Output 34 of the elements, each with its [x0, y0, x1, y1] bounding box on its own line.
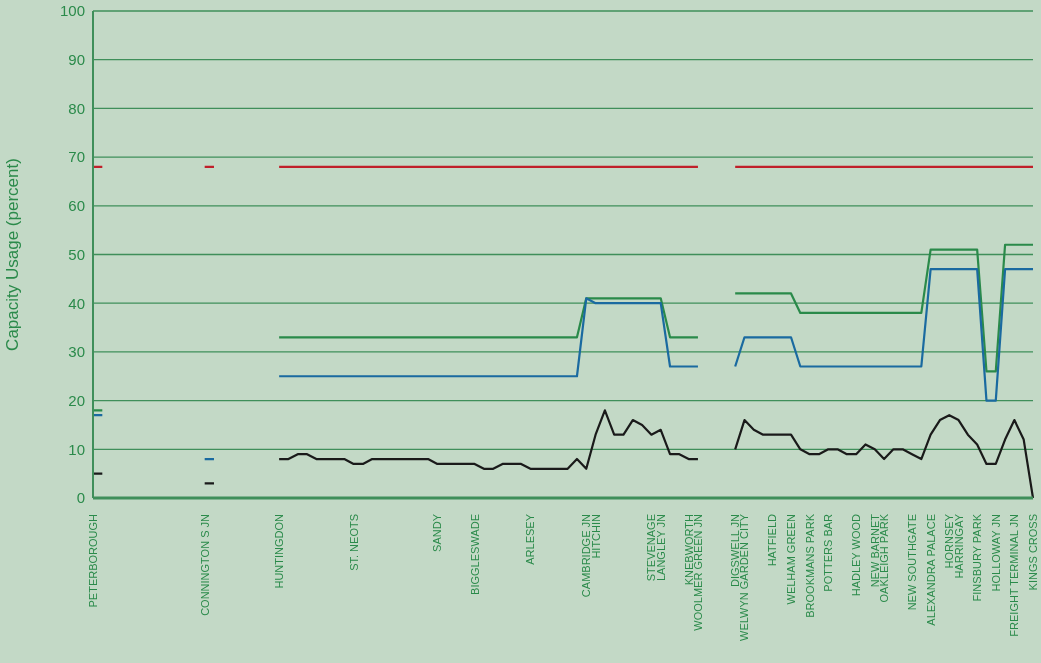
x-tick-label: NEW SOUTHGATE	[906, 514, 919, 611]
x-tick-label: OAKLEIGH PARK	[878, 513, 891, 603]
x-tick-label: FINSBURY PARK	[971, 513, 984, 602]
y-tick-label: 90	[68, 51, 85, 69]
x-tick-label: KNEBWORTH	[682, 513, 695, 586]
y-tick-label: 70	[68, 148, 85, 166]
y-tick-label: 10	[68, 440, 85, 458]
x-tick-label: POTTERS BAR	[822, 513, 835, 592]
y-tick-label: 40	[68, 294, 85, 312]
y-tick-label: 80	[68, 99, 85, 117]
x-tick-label: BROOKMANS PARK	[803, 513, 816, 618]
x-tick-label: HADLEY WOOD	[850, 513, 863, 597]
y-tick-label: 60	[68, 197, 85, 215]
x-tick-label: WELWYN GARDEN CITY	[738, 513, 751, 641]
x-tick-label: PETERBOROUGH	[87, 513, 99, 608]
x-tick-label: HUNTINGDON	[273, 513, 286, 589]
y-tick-label: 20	[68, 391, 85, 409]
x-tick-label: ALEXANDRA PALACE	[924, 514, 937, 626]
x-tick-label: SANDY	[431, 513, 444, 552]
y-tick-label: 100	[59, 2, 85, 20]
x-tick-label: KINGS CROSS	[1027, 514, 1039, 591]
x-tick-label: WELHAM GREEN	[785, 513, 798, 605]
x-tick-label: HOLLOWAY JN	[989, 513, 1002, 592]
y-tick-label: 50	[68, 245, 85, 263]
x-tick-label: ARLESEY	[524, 513, 537, 565]
y-axis-title: Capacity Usage (percent)	[3, 158, 23, 351]
x-tick-label: ST. NEOTS	[347, 514, 360, 571]
x-tick-label: NEW BARNET	[868, 513, 881, 588]
x-tick-label: HATFIELD	[766, 513, 779, 567]
x-tick-label: FREIGHT TERMINAL JN	[1008, 513, 1021, 637]
x-tick-label: BIGGLESWADE	[468, 514, 481, 595]
y-tick-label: 30	[68, 343, 85, 361]
x-tick-label: CONNINGTON S JN	[198, 513, 211, 616]
y-tick-label: 0	[76, 489, 85, 507]
